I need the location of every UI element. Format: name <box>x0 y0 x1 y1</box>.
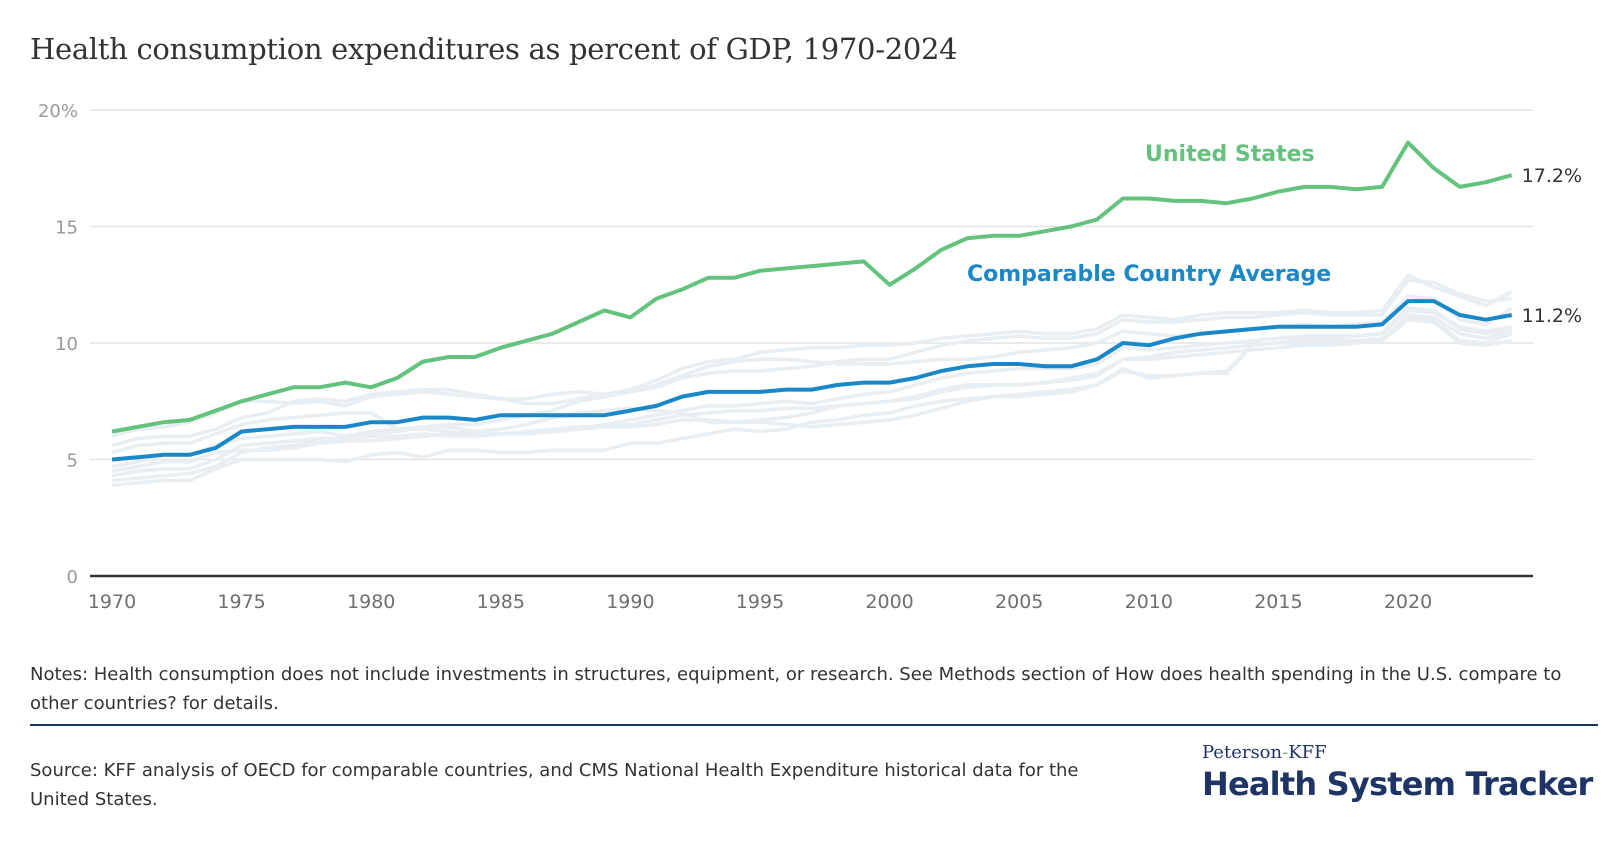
x-tick-label: 2015 <box>1254 591 1302 613</box>
country-line <box>111 308 1513 469</box>
x-tick-label: 2010 <box>1125 591 1173 613</box>
x-tick-label: 1990 <box>606 591 654 613</box>
x-tick-label: 2000 <box>865 591 913 613</box>
us-end-value-label: 17.2% <box>1522 165 1582 187</box>
country-line <box>111 273 1513 438</box>
footer-divider <box>30 724 1598 726</box>
average-line <box>111 299 1513 462</box>
chart-title: Health consumption expenditures as perce… <box>30 32 958 66</box>
x-tick-label: 2020 <box>1384 591 1432 613</box>
logo-dash: - <box>1282 742 1289 763</box>
x-tick-label: 2005 <box>995 591 1043 613</box>
us-series-label: United States <box>1145 142 1315 167</box>
average-series-label: Comparable Country Average <box>967 262 1331 287</box>
x-tick-label: 1970 <box>88 591 136 613</box>
average-end-value-label: 11.2% <box>1522 305 1582 327</box>
country-line <box>111 313 1513 483</box>
x-tick-label: 1980 <box>347 591 395 613</box>
logo-peterson: Peterson <box>1202 742 1283 763</box>
country-line <box>111 294 1513 455</box>
us-line <box>111 140 1513 434</box>
y-tick-label: 10 <box>55 334 78 355</box>
y-axis-ticks: 0 5 10 15 20% <box>38 101 78 588</box>
country-lines <box>111 273 1513 487</box>
logo-subtitle: Peterson-KFF <box>1202 742 1592 763</box>
logo-title: Health System Tracker <box>1202 765 1593 803</box>
highlighted-series <box>111 140 1513 462</box>
chart-source: Source: KFF analysis of OECD for compara… <box>30 760 1079 810</box>
x-tick-label: 1975 <box>217 591 265 613</box>
y-tick-label: 5 <box>67 451 78 472</box>
chart-notes: Notes: Health consumption does not inclu… <box>30 664 1562 714</box>
y-tick-label: 20% <box>38 101 78 122</box>
line-chart: 0 5 10 15 20% 1970 1975 1980 1985 1990 1995 2000 20… <box>38 101 1582 613</box>
x-tick-label: 1995 <box>736 591 784 613</box>
country-line <box>111 278 1512 448</box>
peterson-kff-logo: Peterson-KFF Health System Tracker <box>1202 742 1593 803</box>
y-tick-label: 15 <box>55 218 78 239</box>
x-axis-ticks: 1970 1975 1980 1985 1990 1995 2000 2005 2010 2015… <box>88 591 1432 613</box>
x-tick-label: 1985 <box>477 591 525 613</box>
logo-kff: KFF <box>1288 742 1327 763</box>
y-tick-label: 0 <box>67 567 78 588</box>
